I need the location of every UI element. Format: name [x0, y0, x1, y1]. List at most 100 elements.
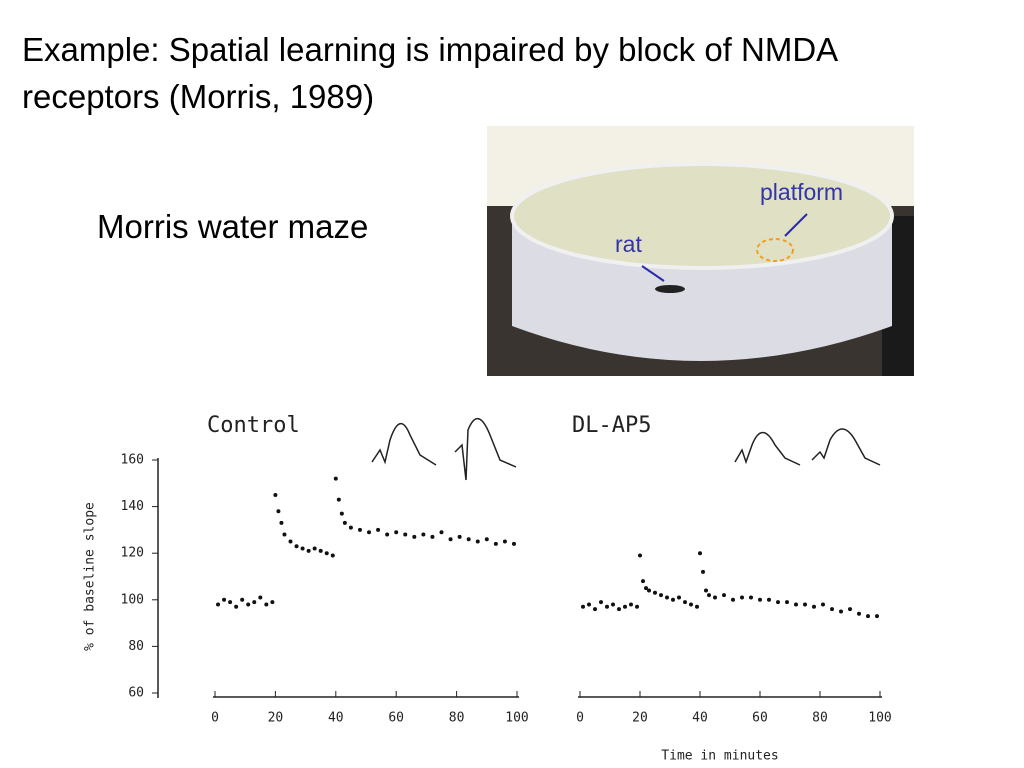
label: platform	[760, 179, 843, 205]
water	[510, 162, 894, 270]
y-tick-label: 60	[128, 686, 144, 701]
y-tick-label: 160	[121, 453, 144, 468]
data-point	[324, 551, 329, 556]
data-point	[466, 537, 471, 542]
data-point	[821, 602, 825, 607]
x-tick-label: 40	[328, 711, 344, 726]
data-point	[848, 607, 852, 612]
data-point	[767, 597, 771, 602]
data-point	[857, 611, 861, 616]
data-point	[653, 590, 657, 595]
x-tick-label: 0	[211, 711, 219, 726]
data-point	[803, 602, 807, 607]
x-tick-label: 0	[576, 711, 584, 726]
data-point	[629, 602, 633, 607]
caption: Morris water maze	[97, 208, 369, 245]
data-point	[587, 602, 591, 607]
data-point	[866, 614, 870, 619]
data-point	[740, 595, 744, 600]
data-point	[617, 607, 621, 612]
data-point	[731, 597, 735, 602]
data-point	[385, 532, 390, 537]
data-point	[638, 553, 642, 558]
data-point	[475, 539, 480, 544]
data-point	[659, 593, 663, 598]
data-point	[421, 532, 426, 537]
data-point	[273, 492, 278, 497]
data-point	[794, 602, 798, 607]
y-tick-label: 120	[121, 546, 144, 561]
data-point	[367, 530, 372, 535]
data-point	[695, 604, 699, 609]
data-point	[605, 604, 609, 609]
data-point	[333, 476, 338, 481]
data-point	[394, 530, 399, 535]
data-point	[376, 527, 381, 532]
rat-mark	[655, 285, 685, 293]
x-tick-label: 40	[692, 711, 708, 726]
data-point	[502, 539, 507, 544]
data-point	[776, 600, 780, 605]
data-point	[306, 548, 311, 553]
data-point	[216, 602, 221, 607]
data-point	[282, 532, 287, 537]
data-point	[677, 595, 681, 600]
data-point	[689, 602, 693, 607]
data-point	[839, 609, 843, 614]
data-point	[288, 539, 293, 544]
platform-ring	[756, 238, 794, 262]
data-point	[830, 607, 834, 612]
data-point	[318, 548, 323, 553]
data-point	[448, 537, 453, 542]
data-point	[581, 604, 585, 609]
data-point	[758, 597, 762, 602]
x-tick-label: 80	[812, 711, 828, 726]
data-point	[713, 595, 717, 600]
data-point	[412, 534, 417, 539]
data-point	[264, 602, 269, 607]
data-point	[698, 551, 702, 556]
data-point	[339, 511, 344, 516]
data-point	[701, 569, 705, 574]
data-point	[439, 530, 444, 535]
y-tick-label: 100	[121, 592, 144, 607]
x-tick-label: 60	[388, 711, 404, 726]
data-point	[671, 597, 675, 602]
data-point	[342, 520, 347, 525]
panel-title: DL-AP5	[572, 413, 651, 438]
x-tick-label: 60	[752, 711, 768, 726]
data-point	[348, 525, 353, 530]
data-point	[812, 604, 816, 609]
data-point	[228, 600, 233, 605]
maze-photo: platform rat	[487, 126, 914, 376]
x-tick-label: 100	[505, 711, 528, 726]
arrow	[641, 265, 665, 282]
data-point	[330, 553, 335, 558]
data-point	[222, 597, 227, 602]
label: rat	[615, 231, 642, 257]
x-tick-label: 20	[268, 711, 284, 726]
data-point	[641, 579, 645, 584]
data-point	[665, 595, 669, 600]
x-tick-label: 100	[868, 711, 891, 726]
arrow	[784, 213, 808, 237]
data-point	[683, 600, 687, 605]
x-tick-label: 20	[632, 711, 648, 726]
x-axis-label: Time in minutes	[661, 749, 778, 764]
data-point	[276, 509, 281, 514]
slide-title: Example: Spatial learning is impaired by…	[22, 31, 837, 115]
data-point	[704, 588, 708, 593]
data-point	[240, 597, 245, 602]
data-point	[403, 532, 408, 537]
data-point	[357, 527, 362, 532]
data-point	[707, 593, 711, 598]
data-point	[611, 602, 615, 607]
data-point	[294, 544, 299, 549]
data-point	[749, 595, 753, 600]
panel-title: Control	[207, 413, 300, 438]
data-point	[647, 588, 651, 593]
x-tick-label: 80	[449, 711, 465, 726]
data-point	[623, 604, 627, 609]
waveforms	[371, 418, 881, 481]
chart: Control 0 20 40 60 80 100 60 80 100 120 140 160 % of …	[83, 413, 892, 764]
